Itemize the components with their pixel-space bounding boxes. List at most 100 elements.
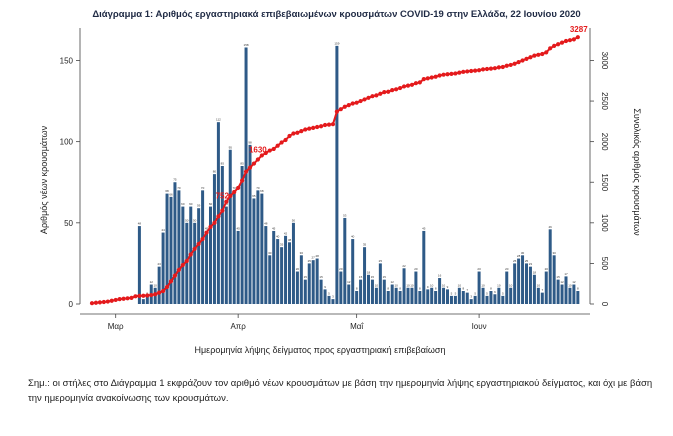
cumulative-point bbox=[409, 82, 415, 87]
cumulative-point bbox=[164, 284, 170, 290]
cumulative-point bbox=[354, 100, 359, 105]
bar-value-label: 18 bbox=[367, 270, 371, 274]
bar-value-label: 45 bbox=[272, 226, 276, 230]
cumulative-point bbox=[433, 74, 438, 79]
x-tick-label: Ιουν bbox=[472, 322, 487, 331]
cumulative-point bbox=[421, 77, 426, 82]
bar-value-label: 10 bbox=[406, 283, 410, 287]
cumulative-point bbox=[188, 252, 193, 257]
cumulative-point bbox=[141, 293, 146, 298]
cumulative-point bbox=[180, 262, 185, 268]
cumulative-point bbox=[567, 38, 573, 43]
bar bbox=[220, 166, 224, 304]
bar bbox=[517, 258, 521, 304]
bar-value-label: 70 bbox=[177, 186, 181, 190]
bar-value-label: 20 bbox=[414, 267, 418, 271]
bar bbox=[327, 295, 331, 304]
left-axis: 0 50 100 150 bbox=[60, 28, 81, 309]
bar-value-label: 112 bbox=[216, 118, 221, 122]
cumulative-point bbox=[484, 66, 490, 72]
bar bbox=[351, 239, 355, 304]
bar bbox=[355, 291, 359, 304]
bar bbox=[216, 122, 220, 304]
cumulative-point bbox=[516, 59, 521, 65]
bar bbox=[525, 263, 528, 304]
bar-value-label: 44 bbox=[161, 228, 165, 232]
cumulative-point bbox=[168, 279, 174, 284]
bar bbox=[264, 226, 268, 304]
bar-value-label: 8 bbox=[399, 287, 401, 291]
cumulative-point bbox=[208, 224, 213, 229]
bar-value-label: 10 bbox=[537, 283, 541, 287]
bar bbox=[165, 193, 169, 304]
bar-value-label: 70 bbox=[256, 186, 260, 190]
bar bbox=[406, 287, 410, 304]
bar-value-label: 48 bbox=[138, 222, 142, 226]
cumulative-point bbox=[105, 299, 110, 304]
cumulative-point bbox=[255, 157, 260, 162]
bar bbox=[295, 271, 299, 304]
bar bbox=[560, 284, 564, 304]
bar-value-label: 5 bbox=[451, 291, 453, 295]
bar bbox=[185, 222, 189, 304]
cumulative-point bbox=[461, 69, 466, 74]
cumulative-point bbox=[496, 65, 501, 70]
cumulative-point bbox=[307, 126, 312, 131]
cumulative-point bbox=[113, 297, 118, 303]
cumulative-point bbox=[575, 35, 580, 40]
bar-value-label: 65 bbox=[252, 194, 256, 198]
cumulative-point bbox=[232, 189, 237, 195]
bar bbox=[323, 289, 327, 304]
line-annotation: 3287 bbox=[570, 25, 588, 34]
bar bbox=[303, 279, 307, 304]
bar-value-label: 12 bbox=[150, 280, 154, 284]
cumulative-point bbox=[295, 130, 300, 135]
right-tick-label: 3000 bbox=[600, 52, 609, 70]
bar-value-label: 15 bbox=[383, 275, 387, 279]
cumulative-point bbox=[157, 290, 162, 295]
cumulative-point bbox=[334, 109, 339, 114]
bar-value-label: 12 bbox=[391, 280, 395, 284]
bar-value-label: 59 bbox=[197, 204, 201, 208]
bar-value-label: 45 bbox=[422, 226, 426, 230]
bar-value-label: 60 bbox=[209, 202, 213, 206]
bar bbox=[430, 287, 434, 304]
bar-value-label: 10 bbox=[509, 283, 513, 287]
bar-value-label: 68 bbox=[260, 189, 264, 193]
bar-value-label: 35 bbox=[363, 243, 367, 247]
bar-value-label: 20 bbox=[477, 267, 481, 271]
cumulative-point bbox=[204, 230, 209, 235]
cumulative-point bbox=[192, 246, 197, 251]
cumulative-point bbox=[97, 300, 102, 305]
bar-value-label: 45 bbox=[236, 226, 240, 230]
bar bbox=[477, 271, 481, 304]
bar bbox=[201, 190, 205, 304]
bar bbox=[315, 258, 319, 304]
cumulative-point bbox=[172, 273, 178, 278]
chart-title: Διάγραμμα 1: Αριθμός εργαστηριακά επιβεβ… bbox=[92, 9, 581, 20]
cumulative-point bbox=[504, 63, 509, 68]
cumulative-point bbox=[236, 185, 241, 191]
bar-value-label: 80 bbox=[213, 170, 217, 174]
x-axis-label: Ημερομηνία λήψης δείγματος προς εργαστηρ… bbox=[195, 345, 446, 355]
bar-series: 4835121023446866757060506050597045608011… bbox=[138, 41, 580, 304]
bar-value-label: 7 bbox=[466, 288, 468, 292]
cumulative-point bbox=[109, 298, 114, 303]
cumulative-point bbox=[263, 150, 268, 156]
bar bbox=[398, 291, 402, 304]
cumulative-point bbox=[279, 140, 284, 145]
bar bbox=[501, 295, 505, 304]
cumulative-point bbox=[129, 295, 134, 301]
bar bbox=[528, 266, 532, 304]
right-tick-label: 1500 bbox=[600, 173, 609, 191]
bar-value-label: 50 bbox=[292, 218, 296, 222]
right-tick-label: 1000 bbox=[600, 214, 609, 232]
bar bbox=[552, 255, 556, 304]
bar bbox=[212, 174, 216, 304]
cumulative-point bbox=[508, 62, 513, 68]
bar bbox=[414, 271, 418, 304]
cumulative-point bbox=[524, 56, 529, 61]
bar-value-label: 10 bbox=[458, 283, 462, 287]
cumulative-point bbox=[200, 236, 205, 242]
bar bbox=[390, 284, 394, 304]
